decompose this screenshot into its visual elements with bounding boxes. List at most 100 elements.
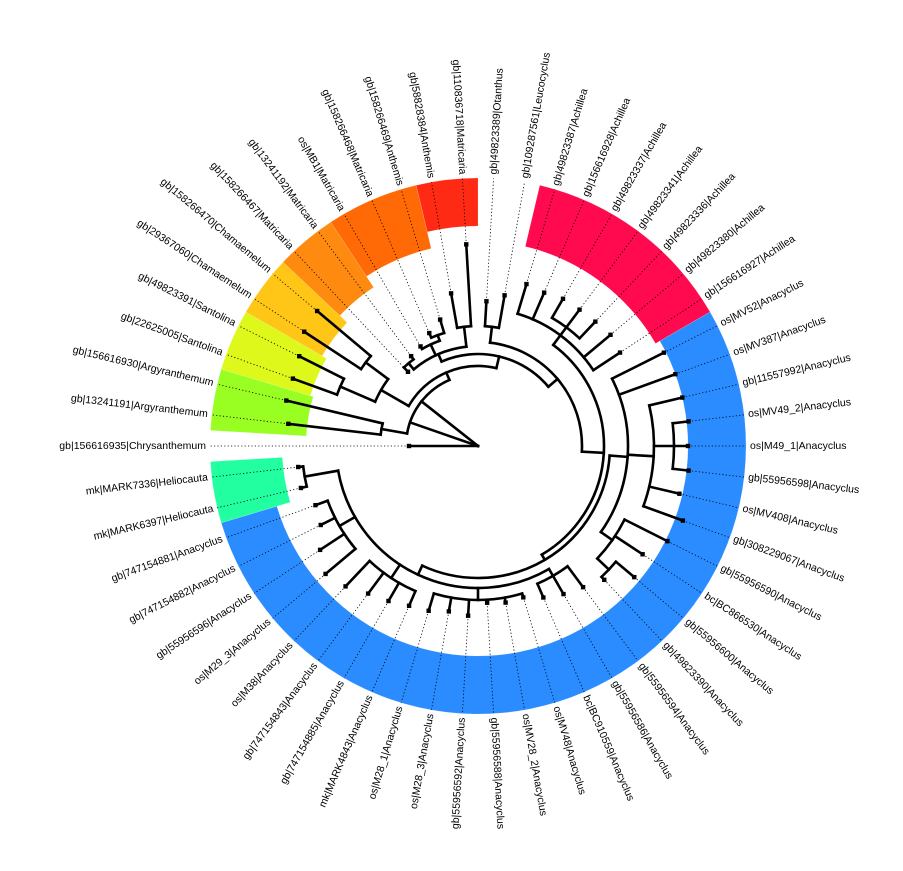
tip-guide-line [688, 470, 745, 478]
tip-label: gb|49823389|Otanthus [488, 68, 506, 175]
tip-guide-line [371, 605, 410, 693]
branch-radial [389, 562, 402, 580]
branch-radial [406, 361, 416, 372]
tip-guide-line [563, 593, 613, 679]
tip-guide-line [400, 189, 441, 320]
tip-guide-line [462, 615, 469, 714]
tip-node [661, 350, 667, 355]
tip-node [297, 354, 302, 359]
branch-radial [608, 454, 629, 459]
tip-guide-line [634, 576, 684, 619]
tip-label: gb|55956588|Anacyclus [488, 717, 506, 829]
tip-guide-line [682, 520, 730, 539]
tip-guide-line [400, 610, 430, 703]
tip-label: os|M49_1|Anacyclus [750, 440, 847, 452]
branch-radial [438, 317, 446, 335]
tip-label: os|M28_3|Anacyclus [408, 713, 437, 810]
branch-radial [302, 329, 363, 371]
tip-node [593, 319, 598, 324]
tip-node [427, 330, 432, 336]
tip-guide-line [293, 586, 346, 642]
tip-node [446, 609, 452, 614]
tip-label: gb|55956598|Anacyclus [747, 471, 859, 496]
tip-guide-line [462, 178, 467, 245]
tip-node [464, 242, 469, 247]
branch-radial [447, 596, 453, 613]
tip-label: os|MV28_2|Anacyclus [520, 713, 550, 817]
tip-guide-line [675, 353, 730, 375]
branch-radial [577, 319, 598, 341]
branch-radial [564, 307, 582, 330]
tip-node [365, 591, 371, 596]
branch-radial [483, 299, 488, 328]
tip-node [665, 538, 670, 544]
branch-radial [614, 559, 637, 579]
tip-guide-line [542, 597, 585, 693]
tip-node [302, 329, 307, 334]
tip-guide-line [562, 213, 613, 299]
tip-node [284, 398, 289, 403]
tip-label: gb|158266470|Chamaemelum [158, 176, 274, 276]
tip-node [686, 468, 691, 473]
branch-radial [558, 325, 569, 338]
branch-radial [547, 567, 555, 578]
tip-guide-line [595, 250, 663, 322]
branch-radial [407, 589, 418, 608]
branch-radial [318, 516, 337, 527]
tip-guide-line [317, 593, 369, 662]
tip-label: gb|13241191|Argyranthemum [70, 392, 208, 420]
tip-node [426, 608, 431, 613]
branch-radial [338, 384, 377, 404]
branch-radial [647, 485, 681, 496]
tip-label: gb|156616935|Chrysanthemum [59, 440, 206, 452]
tip-node [632, 574, 637, 580]
tip-node [313, 502, 318, 508]
tip-label: os|MV49_2|Anacyclus [747, 396, 851, 420]
tip-label: gb|58828384|Anthemis [406, 71, 437, 179]
tip-node [541, 595, 546, 600]
tip-node [673, 371, 678, 377]
clade-wedge-argyranthemum [210, 368, 314, 437]
branch-arc [336, 469, 551, 590]
tip-node [406, 443, 412, 449]
branch-radial [386, 581, 401, 603]
branch-radial [419, 399, 480, 448]
tip-guide-line [603, 579, 663, 642]
tip-label: gb|156616930|Argyranthemum [72, 344, 216, 389]
tip-node [608, 332, 613, 337]
tip-guide-line [343, 600, 389, 679]
tip-node [685, 443, 691, 449]
tip-label: os|MV48|Anacyclus [550, 705, 588, 796]
tip-node [561, 591, 566, 597]
tip-node [317, 547, 323, 553]
tip-node [521, 595, 526, 600]
branch-radial [671, 467, 691, 473]
branch-radial [626, 453, 656, 458]
tip-guide-line [682, 383, 739, 398]
clade-color-wedges [210, 177, 747, 715]
tip-node [686, 419, 691, 424]
tip-node [448, 291, 454, 296]
tip-label: gb|109287561|Leucocyclus [519, 52, 553, 180]
tip-node [680, 395, 685, 400]
branch-radial [488, 325, 494, 345]
tip-node [298, 485, 304, 491]
tip-guide-line [688, 414, 745, 422]
branch-radial [416, 563, 424, 577]
branch-radial [462, 325, 468, 349]
branch-radial [599, 530, 615, 542]
branch-radial [550, 296, 565, 320]
tip-label: os|MV408|Anacyclus [741, 503, 839, 537]
tip-label: os|MV387|Anacyclus [731, 314, 827, 359]
tip-node [541, 290, 547, 295]
tip-node [484, 299, 489, 304]
tip-guide-line [619, 298, 703, 353]
tip-node [296, 464, 301, 470]
tip-node [323, 571, 328, 577]
branch-radial [641, 504, 685, 523]
tip-guide-line [317, 230, 412, 357]
branch-arc [439, 352, 551, 389]
branch-arc [540, 343, 606, 557]
branch-radial [315, 309, 373, 358]
